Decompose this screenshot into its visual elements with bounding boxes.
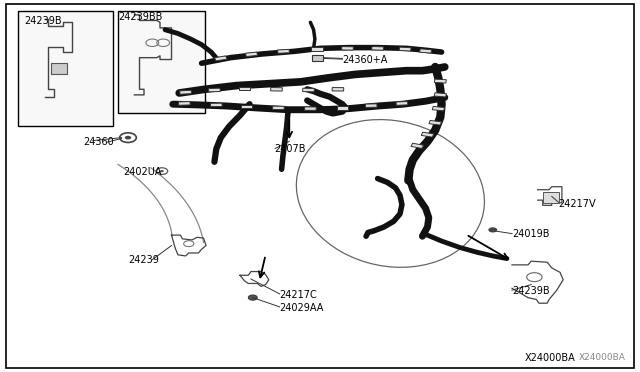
Bar: [396, 102, 408, 105]
Bar: [399, 47, 411, 51]
Bar: [209, 88, 220, 92]
Text: 24239B: 24239B: [512, 286, 550, 296]
Bar: [241, 105, 252, 108]
Bar: [372, 46, 383, 50]
Text: 24019B: 24019B: [512, 230, 550, 239]
Bar: [332, 87, 344, 91]
Bar: [271, 87, 282, 91]
Text: X24000BA: X24000BA: [579, 353, 626, 362]
Bar: [419, 49, 432, 53]
Circle shape: [160, 170, 164, 172]
Bar: [303, 88, 314, 92]
Bar: [337, 106, 348, 109]
Text: 2407B: 2407B: [274, 144, 305, 154]
Bar: [273, 106, 284, 110]
Bar: [214, 56, 227, 61]
Bar: [312, 55, 323, 61]
Text: 24217C: 24217C: [280, 290, 317, 299]
Circle shape: [488, 227, 497, 232]
Text: 24360+A: 24360+A: [342, 55, 388, 64]
Text: 2402UA: 2402UA: [124, 167, 162, 177]
Text: 24239BB: 24239BB: [118, 12, 163, 22]
Circle shape: [125, 136, 131, 140]
Bar: [435, 79, 446, 83]
Bar: [421, 132, 434, 137]
Text: 24239: 24239: [128, 255, 159, 264]
Text: 24029AA: 24029AA: [280, 303, 324, 312]
Bar: [51, 63, 67, 74]
Bar: [278, 49, 289, 53]
Bar: [342, 46, 353, 50]
Bar: [429, 121, 442, 125]
Bar: [365, 104, 377, 108]
Bar: [305, 107, 316, 110]
Text: X24000BA: X24000BA: [525, 353, 575, 363]
Bar: [239, 87, 250, 90]
Bar: [411, 143, 424, 148]
Bar: [180, 90, 191, 94]
Bar: [543, 192, 559, 203]
Bar: [432, 106, 445, 111]
Bar: [311, 47, 323, 51]
Text: 24217V: 24217V: [559, 199, 596, 209]
Bar: [179, 102, 190, 105]
Bar: [18, 11, 113, 126]
Bar: [211, 103, 222, 107]
Circle shape: [248, 295, 257, 300]
Bar: [118, 11, 205, 113]
Text: 24239B: 24239B: [24, 16, 62, 26]
Bar: [434, 93, 447, 97]
Text: 24360: 24360: [83, 137, 114, 147]
Bar: [245, 52, 258, 57]
